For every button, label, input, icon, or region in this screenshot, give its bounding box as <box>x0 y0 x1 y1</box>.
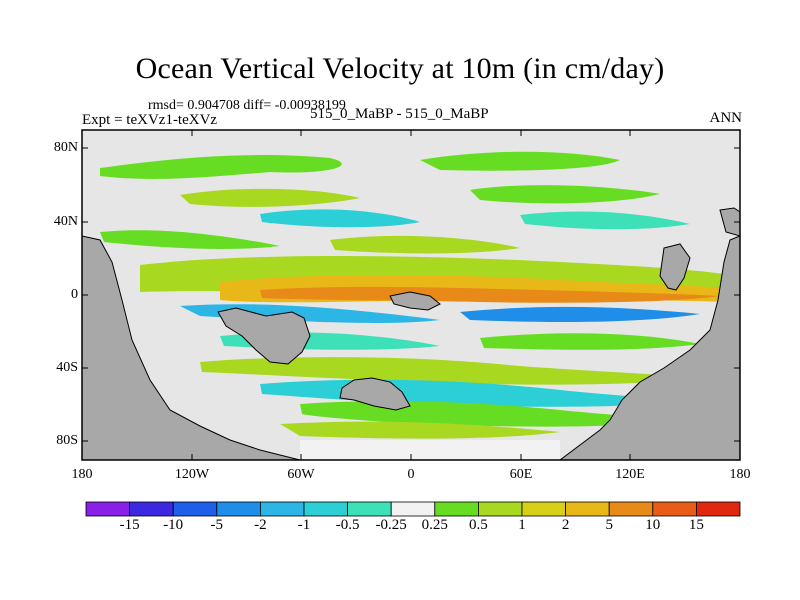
colorbar-label: -15 <box>119 517 140 533</box>
colorbar <box>85 501 741 517</box>
lon-label-120w: 120W <box>174 467 210 482</box>
plot-title: Ocean Vertical Velocity at 10m (in cm/da… <box>135 52 665 85</box>
stats-text: rmsd= 0.904708 diff= -0.00938199 <box>148 98 346 113</box>
lat-label-0: 0 <box>71 287 78 302</box>
colorbar-label: -0.25 <box>375 517 407 533</box>
colorbar-label: -0.5 <box>335 517 360 533</box>
lat-label-80s: 80S <box>56 433 78 448</box>
colorbar-swatch <box>303 501 348 517</box>
colorbar-label: 10 <box>645 517 661 533</box>
lon-label-180e: 180 <box>729 467 751 482</box>
lon-label-120e: 120E <box>615 467 645 482</box>
colorbar-swatch <box>390 501 436 517</box>
colorbar-label: 0.25 <box>421 517 448 533</box>
lon-label-60w: 60W <box>287 467 315 482</box>
season-label: ANN <box>709 110 743 126</box>
lon-label-0: 0 <box>407 467 415 482</box>
lon-label-180w: 180 <box>71 467 93 482</box>
colorbar-swatch <box>85 501 130 517</box>
colorbar-swatch <box>172 501 218 517</box>
case-label: 515_0_MaBP - 515_0_MaBP <box>310 106 489 122</box>
land-masses <box>82 207 740 460</box>
colorbar-swatch <box>477 501 523 517</box>
colorbar-swatch <box>259 501 305 517</box>
colorbar-swatch <box>696 501 741 517</box>
colorbar-swatch <box>347 501 392 517</box>
colorbar-swatch <box>565 501 610 517</box>
colorbar-swatch <box>652 501 697 517</box>
colorbar-label: 1 <box>518 517 526 533</box>
colorbar-label: 15 <box>688 517 704 533</box>
colorbar-swatch <box>129 501 174 517</box>
colorbar-label: -5 <box>210 517 224 533</box>
colorbar-label: 2 <box>561 517 570 533</box>
axis-ticks <box>82 130 740 460</box>
colorbar-swatch <box>608 501 654 517</box>
colorbar-label: -1 <box>297 517 311 533</box>
lat-label-40n: 40N <box>53 214 78 229</box>
north-features <box>100 151 690 254</box>
colorbar-swatch <box>434 501 479 517</box>
colorbar-label: 0.5 <box>469 517 488 533</box>
lon-label-60e: 60E <box>509 467 533 482</box>
experiment-label: Expt = teXVz1-teXVz <box>82 112 218 128</box>
lat-label-40s: 40S <box>56 360 78 375</box>
colorbar-label: -2 <box>254 517 267 533</box>
lat-label-80n: 80N <box>53 140 78 155</box>
colorbar-swatch <box>521 501 566 517</box>
colorbar-label: 5 <box>605 517 613 533</box>
colorbar-swatch <box>216 501 261 517</box>
colorbar-label: -10 <box>163 517 184 533</box>
